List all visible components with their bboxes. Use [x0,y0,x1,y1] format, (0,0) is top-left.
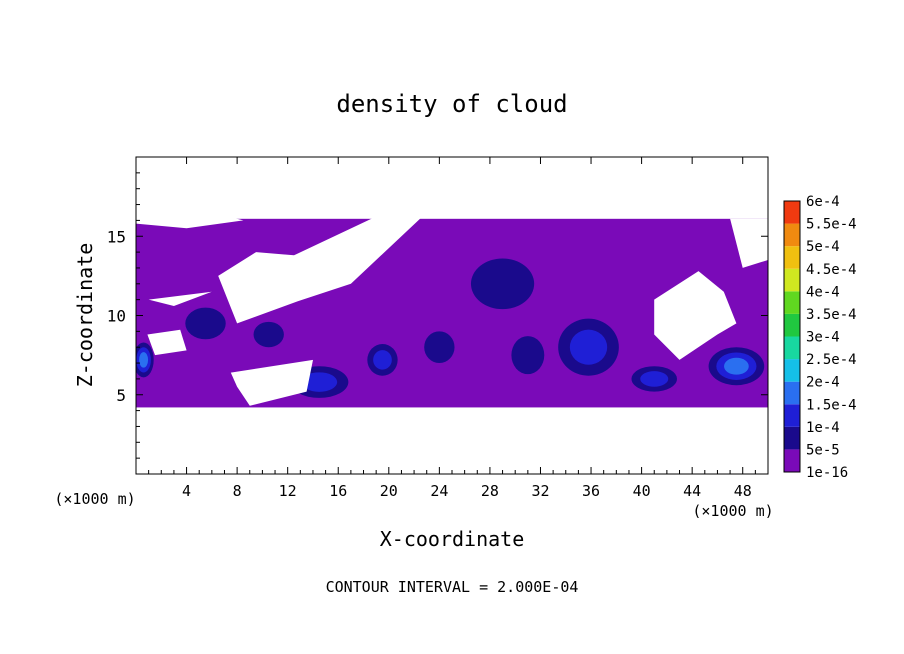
x-tick-label: 4 [182,482,191,500]
density-blob [511,336,545,375]
density-blob [253,321,284,348]
colorbar-label: 2.5e-4 [806,352,857,368]
colorbar-swatch [784,246,800,269]
x-tick-label: 16 [329,482,347,500]
colorbar-swatch [784,336,800,360]
x-tick-label: 24 [430,482,448,500]
colorbar-swatch [784,381,800,405]
clear-air-gap [136,212,244,229]
colorbar-swatch [784,291,800,314]
x-tick-label: 20 [380,482,398,500]
density-blob [367,344,398,376]
density-blob [185,307,226,340]
contour-field [136,204,768,408]
x-axis-ticks: 4 8 12 16 20 24 28 32 36 40 44 48 [148,157,756,500]
x-axis-label: X-coordinate [380,527,525,551]
contour-interval-note: CONTOUR INTERVAL = 2.000E-04 [326,578,579,596]
colorbar-swatch [784,449,800,472]
colorbar-label: 5.5e-4 [806,217,857,233]
colorbar-swatch [784,201,800,224]
colorbar-swatch [784,223,800,247]
x-unit-left: (×1000 m) [54,490,135,508]
clear-air-gap [230,359,313,406]
density-blob [558,318,619,376]
density-blob [708,347,765,386]
clear-air-gap [654,271,737,360]
colorbar-swatch [784,313,800,337]
x-tick-label: 40 [633,482,651,500]
density-blob [136,342,154,378]
x-unit-right: (×1000 m) [692,502,773,520]
colorbar-label: 5e-5 [806,442,840,458]
clear-air-gap [147,329,187,356]
colorbar-label: 3.5e-4 [806,307,857,323]
colorbar-label: 1e-16 [806,465,848,481]
y-axis-ticks: 5 10 15 [107,172,768,459]
clear-air-gap [730,218,768,268]
colorbar-label: 3e-4 [806,330,840,346]
colorbar-swatch [784,426,800,450]
x-tick-label: 32 [531,482,549,500]
colorbar-label: 4.5e-4 [806,262,857,278]
chart-title: density of cloud [336,90,567,118]
colorbar-frame [783,200,801,473]
x-tick-label: 12 [279,482,297,500]
colorbar-label: 1.5e-4 [806,397,857,413]
y-tick-label: 15 [107,227,126,246]
colorbar-label: 6e-4 [806,194,840,210]
density-blob [631,366,677,392]
density-blob [470,258,535,310]
x-tick-label: 8 [233,482,242,500]
colorbar-label: 5e-4 [806,239,840,255]
colorbar: 1e-16 5e-5 1e-4 1.5e-4 2e-4 2.5e-4 3e-4 3.5e-4 4… [783,194,857,481]
colorbar-swatch [784,359,800,382]
clear-air-gap [218,204,427,324]
colorbar-swatch [784,404,800,427]
x-tick-label: 48 [734,482,752,500]
x-tick-label: 28 [481,482,499,500]
y-tick-label: 10 [107,307,126,326]
clear-air-gap [148,291,212,306]
y-axis-label: Z-coordinate [73,243,97,388]
colorbar-swatch [784,268,800,292]
density-blob [424,331,455,364]
colorbar-label: 1e-4 [806,420,840,436]
colorbar-label: 2e-4 [806,375,840,391]
y-tick-label: 5 [116,386,126,405]
x-tick-label: 44 [683,482,701,500]
colorbar-label: 4e-4 [806,284,840,300]
x-tick-label: 36 [582,482,600,500]
